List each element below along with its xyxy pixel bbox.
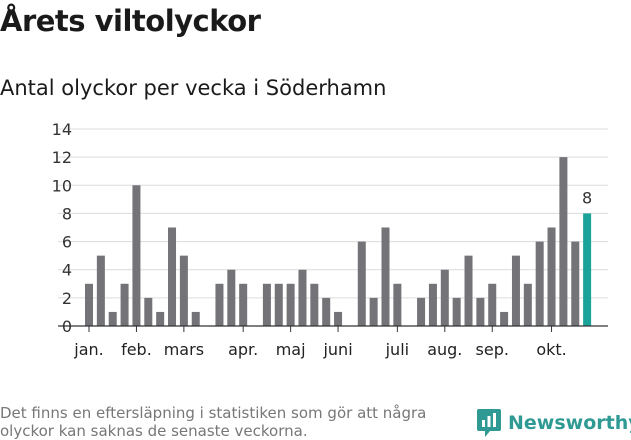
bars <box>58 157 608 327</box>
footnote: Det finns en eftersläpning i statistiken… <box>0 404 427 440</box>
bar <box>393 283 402 326</box>
newsworthy-logo-icon <box>477 409 501 437</box>
grid-lines <box>58 128 608 299</box>
y-tick-label: 4 <box>62 261 72 280</box>
bar <box>571 241 580 326</box>
bar <box>191 311 200 326</box>
bar <box>381 227 390 326</box>
bar <box>144 297 153 326</box>
bar <box>559 157 568 326</box>
x-tick-label: juli <box>385 340 409 359</box>
bar <box>500 311 509 326</box>
x-tick-label: juni <box>322 340 352 359</box>
bar <box>298 269 307 326</box>
x-tick-label: okt. <box>536 340 566 359</box>
x-axis-ticks: jan. feb. mars apr. maj juni juli aug. sep. okt. <box>73 326 567 359</box>
y-tick-label: 6 <box>62 233 72 252</box>
bar <box>286 283 295 326</box>
brand-name: Newsworthy <box>508 412 631 434</box>
x-tick-label: jan. <box>73 340 103 359</box>
bar <box>369 297 378 326</box>
x-tick-label: apr. <box>228 340 258 359</box>
x-tick-label: feb. <box>121 340 152 359</box>
bar <box>334 311 343 326</box>
bar <box>85 283 93 326</box>
bar <box>547 227 556 326</box>
bar <box>535 241 544 326</box>
bar <box>322 297 331 326</box>
brand-logo: Newsworthy <box>476 408 631 438</box>
y-tick-label: 12 <box>52 148 72 167</box>
bar <box>511 255 520 326</box>
bar <box>428 283 437 326</box>
y-tick-label: 10 <box>52 176 72 195</box>
bar <box>262 283 271 326</box>
bar <box>452 297 461 326</box>
bar <box>417 297 426 326</box>
bar <box>156 311 165 326</box>
bar <box>523 283 532 326</box>
bar <box>488 283 497 326</box>
bar <box>274 283 283 326</box>
bar <box>108 311 117 326</box>
bar <box>96 255 105 326</box>
x-tick-label: maj <box>276 340 306 359</box>
bar <box>227 269 236 326</box>
bar-highlight <box>583 213 592 326</box>
bar <box>215 283 224 326</box>
y-tick-label: 14 <box>52 120 72 139</box>
y-tick-label: 8 <box>62 204 72 223</box>
bar <box>476 297 485 326</box>
data-labels: 8 <box>582 188 592 207</box>
bar <box>132 185 141 326</box>
bar <box>464 255 473 326</box>
bar <box>357 241 366 326</box>
chart-title: Årets viltolyckor <box>0 4 261 38</box>
data-label-last-week: 8 <box>582 188 592 207</box>
bar <box>120 283 129 326</box>
bar <box>440 269 449 326</box>
chart-subtitle: Antal olyckor per vecka i Söderhamn <box>0 76 387 100</box>
x-tick-label: sep. <box>476 340 509 359</box>
x-tick-label: mars <box>164 340 204 359</box>
bar <box>310 283 319 326</box>
y-tick-label: 2 <box>62 289 72 308</box>
bar <box>168 227 177 326</box>
x-tick-label: aug. <box>427 340 462 359</box>
bar <box>239 283 248 326</box>
bar <box>179 255 188 326</box>
